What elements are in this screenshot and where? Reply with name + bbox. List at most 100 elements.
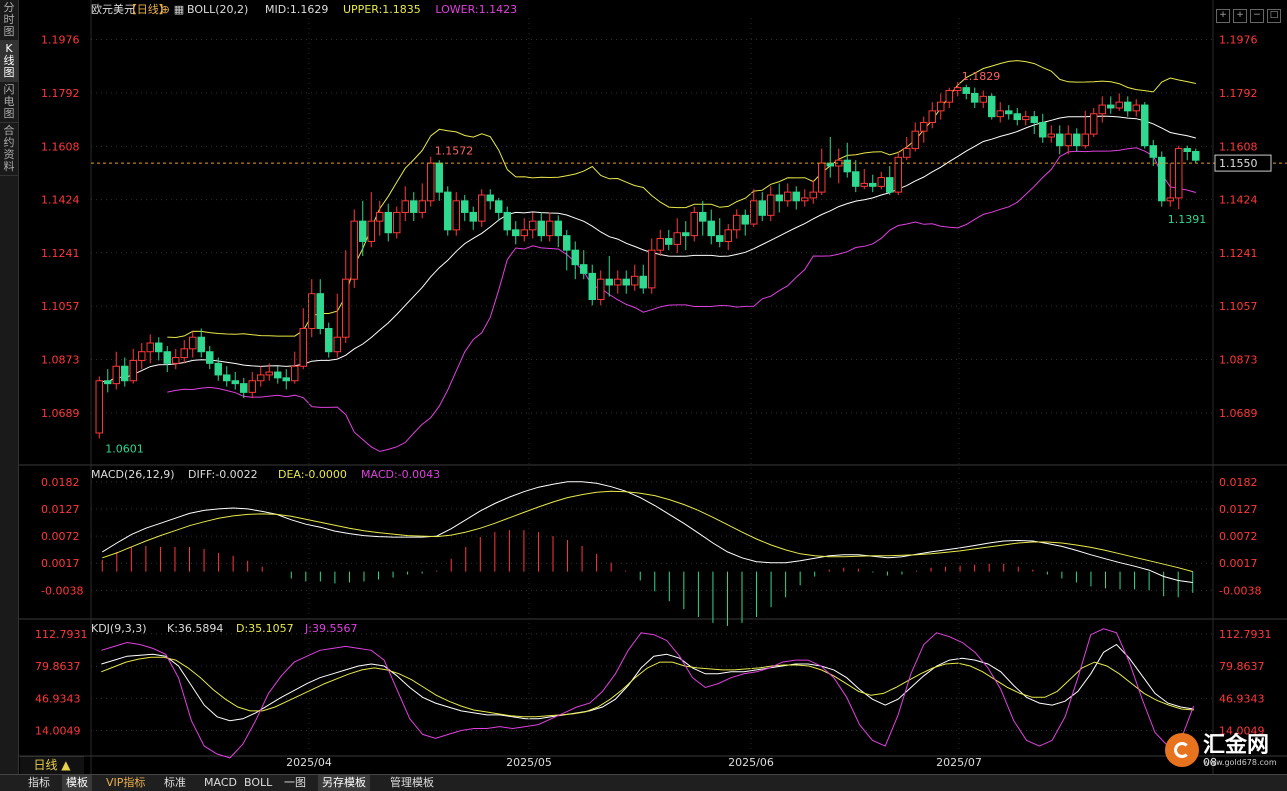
candle-body [401, 200, 409, 213]
candle-body [631, 275, 639, 286]
toolbar-item-3[interactable]: 标准 [164, 776, 186, 789]
candle-body [758, 200, 766, 216]
maximize-icon[interactable]: □ [1267, 9, 1281, 23]
candle-body [393, 211, 401, 234]
candle-body [410, 200, 418, 213]
candle-body [1158, 156, 1166, 202]
candle-body [495, 200, 503, 213]
macd-ytick-right-1: 0.0127 [1219, 503, 1258, 516]
kdj-j-line [101, 628, 1195, 759]
candle-body [665, 238, 673, 245]
macd-ytick-right-3: 0.0017 [1219, 557, 1258, 570]
toolbar-item-8[interactable]: 管理模板 [390, 776, 434, 789]
candle-body [673, 232, 681, 245]
candle-body [775, 194, 783, 202]
candle-body [299, 328, 307, 367]
candle-body [945, 90, 953, 103]
candle-body [180, 348, 188, 359]
main-ytick-left-4: 1.1241 [41, 247, 80, 260]
candle-body [971, 92, 979, 103]
crosshair-icon[interactable]: + [1216, 9, 1230, 23]
candle-body [614, 278, 622, 286]
candle-body [427, 162, 435, 202]
candle-body [605, 278, 613, 286]
candle-body [520, 229, 528, 237]
watermark-logo: 汇金网 www.gold678.com [1165, 733, 1277, 767]
candle-body [274, 371, 282, 379]
kdj-ytick-left-3: 14.0049 [35, 724, 81, 737]
kdj-ytick-left-1: 79.8637 [35, 660, 81, 673]
candle-body [622, 278, 630, 286]
kdj-ytick-right-0: 112.7931 [1219, 628, 1272, 641]
candle-body [478, 194, 486, 222]
candle-body [954, 87, 962, 92]
toolbar-item-5[interactable]: BOLL [244, 776, 273, 789]
macd-ytick-left-4: -0.0038 [41, 584, 83, 597]
low-annotation-1: 1.1391 [1168, 213, 1207, 226]
candle-body [452, 200, 460, 231]
toolbar-item-6[interactable]: 一图 [284, 776, 306, 789]
logo-url: www.gold678.com [1203, 758, 1277, 767]
toolbar-item-0[interactable]: 指标 [28, 776, 50, 789]
period-selector[interactable]: 日线 ▲ [20, 756, 84, 774]
candle-body [1115, 101, 1123, 109]
candle-body [716, 235, 724, 242]
candle-body [240, 383, 248, 393]
toolbar-item-1[interactable]: 模板 [62, 775, 92, 791]
candle-body [792, 191, 800, 202]
main-ytick-right-0: 1.1976 [1219, 33, 1258, 46]
left-tab-2[interactable]: 闪电图 [0, 82, 18, 123]
candle-body [911, 130, 919, 150]
candle-body [1107, 104, 1115, 109]
main-ytick-right-4: 1.1241 [1219, 247, 1258, 260]
zoom-in-icon[interactable]: + [1233, 9, 1247, 23]
candle-body [469, 211, 477, 222]
toolbar-item-4[interactable]: MACD [204, 776, 237, 789]
kdj-ytick-right-3: 14.0049 [1219, 724, 1265, 737]
zoom-out-icon[interactable]: − [1250, 9, 1264, 23]
logo-name: 汇金网 [1203, 733, 1270, 758]
candle-body [291, 365, 299, 382]
kdj-ytick-left-0: 112.7931 [35, 628, 88, 641]
kdj-k-line [101, 643, 1194, 722]
x-tick-2: 2025/06 [728, 756, 774, 769]
toolbar-item-2[interactable]: VIP指标 [106, 776, 146, 789]
candle-body [512, 229, 520, 237]
main-ytick-left-0: 1.1976 [41, 33, 80, 46]
main-ytick-right-3: 1.1424 [1219, 194, 1258, 207]
candle-body [1149, 145, 1157, 158]
candle-body [937, 101, 945, 112]
macd-ytick-left-3: 0.0017 [41, 557, 80, 570]
candle-body [1030, 116, 1038, 123]
candle-body [1166, 197, 1174, 202]
kdj-j-text: J:39.5567 [304, 622, 357, 635]
candle-body [894, 156, 902, 193]
boll-upper-line [167, 60, 1196, 339]
left-tab-0[interactable]: 分时图 [0, 0, 18, 41]
candle-body [546, 220, 554, 237]
candle-body [860, 182, 868, 187]
low-annotation-0: 1.0601 [105, 442, 144, 455]
candle-body [138, 351, 146, 361]
macd-dea-line [102, 490, 1193, 573]
candle-body [724, 229, 732, 242]
left-tab-3[interactable]: 合约资料 [0, 123, 18, 176]
left-tab-1[interactable]: K线图 [0, 41, 18, 82]
candle-body [418, 200, 426, 213]
candle-body [801, 197, 809, 202]
toolbar-item-7[interactable]: 另存模板 [318, 775, 370, 791]
kdj-k-text: K:36.5894 [167, 622, 223, 635]
candle-body [435, 162, 443, 193]
main-ytick-left-3: 1.1424 [41, 194, 80, 207]
header-add-icon: ⊕ [161, 3, 170, 16]
candle-body [1124, 101, 1132, 112]
candle-body [1056, 133, 1064, 147]
header-period: 【日线】 [126, 2, 170, 16]
candle-body [988, 95, 996, 118]
main-ytick-left-7: 1.0689 [41, 407, 80, 420]
kdj-label: KDJ(9,3,3) [91, 622, 147, 635]
kdj-ytick-right-1: 79.8637 [1219, 660, 1265, 673]
macd-diff-text: DIFF:-0.0022 [188, 468, 258, 481]
current-price-label: 1.1550 [1219, 157, 1258, 170]
candle-body [1047, 133, 1055, 138]
